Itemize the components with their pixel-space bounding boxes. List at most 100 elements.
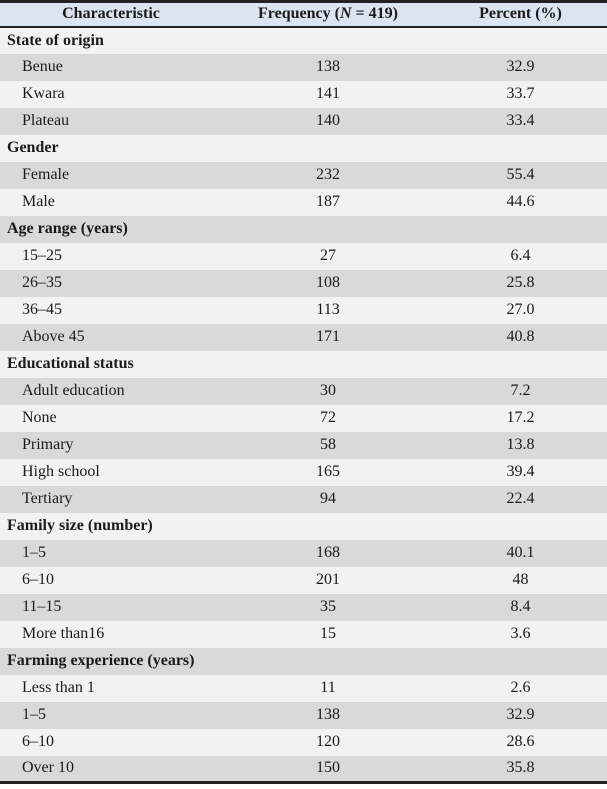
characteristic-cell: Over 10 (0, 755, 222, 783)
characteristic-cell: 6–10 (0, 728, 222, 756)
table-row: 6–10 201 48 (0, 566, 607, 594)
percent-cell: 17.2 (434, 404, 607, 432)
frequency-cell: 94 (222, 485, 434, 513)
percent-cell: 2.6 (434, 674, 607, 702)
frequency-cell: 232 (222, 161, 434, 189)
percent-cell: 28.6 (434, 728, 607, 756)
column-header-characteristic: Characteristic (0, 1, 222, 28)
frequency-cell: 30 (222, 377, 434, 405)
percent-cell: 40.1 (434, 539, 607, 567)
section-row-family-size: Family size (number) (0, 512, 607, 540)
frequency-cell: 108 (222, 269, 434, 297)
percent-cell: 27.0 (434, 296, 607, 324)
characteristic-cell: High school (0, 458, 222, 486)
table-row: Plateau 140 33.4 (0, 107, 607, 135)
percent-cell: 35.8 (434, 755, 607, 783)
table-row: High school 165 39.4 (0, 458, 607, 486)
percent-cell: 32.9 (434, 53, 607, 81)
column-header-percent: Percent (%) (434, 1, 607, 28)
characteristic-cell: Benue (0, 53, 222, 81)
table-body: State of origin Benue 138 32.9 Kwara 141… (0, 26, 607, 783)
section-label: Farming experience (years) (0, 647, 607, 675)
percent-cell: 33.7 (434, 80, 607, 108)
table-row: 1–5 168 40.1 (0, 539, 607, 567)
table-row: Primary 58 13.8 (0, 431, 607, 459)
percent-cell: 55.4 (434, 161, 607, 189)
percent-cell: 8.4 (434, 593, 607, 621)
characteristic-cell: 15–25 (0, 242, 222, 270)
frequency-cell: 165 (222, 458, 434, 486)
table-row: 36–45 113 27.0 (0, 296, 607, 324)
section-label: Age range (years) (0, 215, 607, 243)
characteristic-cell: Adult education (0, 377, 222, 405)
table-row: 11–15 35 8.4 (0, 593, 607, 621)
frequency-cell: 201 (222, 566, 434, 594)
percent-cell: 25.8 (434, 269, 607, 297)
table-row: Over 10 150 35.8 (0, 755, 607, 783)
percent-cell: 39.4 (434, 458, 607, 486)
section-row-gender: Gender (0, 134, 607, 162)
section-row-educational-status: Educational status (0, 350, 607, 378)
table-row: Less than 1 11 2.6 (0, 674, 607, 702)
table-row: None 72 17.2 (0, 404, 607, 432)
frequency-header-prefix: Frequency ( (258, 5, 340, 23)
frequency-cell: 72 (222, 404, 434, 432)
characteristic-cell: 1–5 (0, 539, 222, 567)
frequency-header-n: N (339, 5, 352, 23)
table-row: 6–10 120 28.6 (0, 728, 607, 756)
table-row: Benue 138 32.9 (0, 53, 607, 81)
header-row: Characteristic Frequency (N = 419) Perce… (0, 1, 607, 28)
frequency-cell: 168 (222, 539, 434, 567)
section-label: Educational status (0, 350, 607, 378)
frequency-cell: 150 (222, 755, 434, 783)
percent-cell: 32.9 (434, 701, 607, 729)
table-row: Adult education 30 7.2 (0, 377, 607, 405)
characteristic-cell: Kwara (0, 80, 222, 108)
characteristic-cell: Plateau (0, 107, 222, 135)
characteristic-cell: Male (0, 188, 222, 216)
characteristic-cell: More than16 (0, 620, 222, 648)
percent-cell: 7.2 (434, 377, 607, 405)
table-row: Female 232 55.4 (0, 161, 607, 189)
table-row: 1–5 138 32.9 (0, 701, 607, 729)
frequency-header-suffix: = 419) (351, 5, 398, 23)
frequency-cell: 35 (222, 593, 434, 621)
table-row: 15–25 27 6.4 (0, 242, 607, 270)
frequency-cell: 141 (222, 80, 434, 108)
percent-cell: 44.6 (434, 188, 607, 216)
frequency-cell: 27 (222, 242, 434, 270)
characteristic-cell: Female (0, 161, 222, 189)
table-row: Kwara 141 33.7 (0, 80, 607, 108)
frequency-cell: 140 (222, 107, 434, 135)
frequency-cell: 138 (222, 701, 434, 729)
characteristic-cell: Above 45 (0, 323, 222, 351)
percent-cell: 3.6 (434, 620, 607, 648)
frequency-cell: 113 (222, 296, 434, 324)
characteristic-cell: 6–10 (0, 566, 222, 594)
characteristic-cell: 11–15 (0, 593, 222, 621)
section-row-state-of-origin: State of origin (0, 26, 607, 54)
characteristic-cell: Primary (0, 431, 222, 459)
characteristic-cell: 1–5 (0, 701, 222, 729)
table-row: Tertiary 94 22.4 (0, 485, 607, 513)
frequency-cell: 58 (222, 431, 434, 459)
frequency-cell: 15 (222, 620, 434, 648)
percent-cell: 48 (434, 566, 607, 594)
percent-cell: 13.8 (434, 431, 607, 459)
characteristic-cell: Tertiary (0, 485, 222, 513)
table-header: Characteristic Frequency (N = 419) Perce… (0, 1, 607, 28)
table-row: More than16 15 3.6 (0, 620, 607, 648)
frequency-cell: 138 (222, 53, 434, 81)
section-row-farming-experience: Farming experience (years) (0, 647, 607, 675)
column-header-frequency: Frequency (N = 419) (222, 1, 434, 28)
percent-cell: 6.4 (434, 242, 607, 270)
percent-cell: 40.8 (434, 323, 607, 351)
characteristic-cell: Less than 1 (0, 674, 222, 702)
section-label: Family size (number) (0, 512, 607, 540)
section-row-age-range: Age range (years) (0, 215, 607, 243)
table-row: Male 187 44.6 (0, 188, 607, 216)
frequency-cell: 11 (222, 674, 434, 702)
characteristic-cell: 36–45 (0, 296, 222, 324)
frequency-cell: 120 (222, 728, 434, 756)
